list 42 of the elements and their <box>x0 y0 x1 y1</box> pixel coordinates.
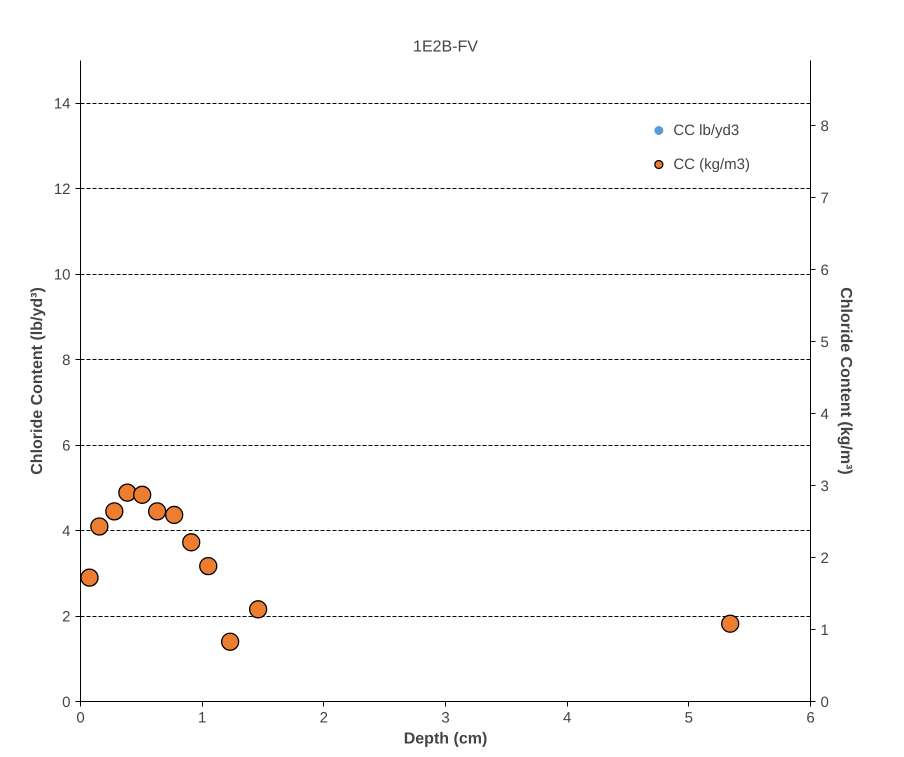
point <box>90 517 109 536</box>
point <box>118 484 136 502</box>
point <box>248 600 268 618</box>
legend-label: CC (kg/m3) <box>673 156 750 172</box>
x-axis-title: Depth (cm) <box>404 730 488 748</box>
x-tick-label: 4 <box>562 710 572 726</box>
point <box>148 502 166 520</box>
y-tick-label: 0 <box>62 694 70 711</box>
y-tick-label: 2 <box>62 608 70 626</box>
y-tick-label: 4 <box>62 523 70 540</box>
y2-tick-label: 5 <box>820 334 829 351</box>
y2-tick-label: 4 <box>820 406 829 423</box>
y2-tick-label: 6 <box>820 262 829 279</box>
chart-title: 1E2B-FV <box>413 38 478 56</box>
point <box>221 632 240 651</box>
y2-tick-label: 3 <box>820 478 829 495</box>
y2-tick-label: 0 <box>820 694 829 711</box>
y2-tick-label: 2 <box>820 550 829 567</box>
y-tick-label: 14 <box>54 96 71 113</box>
point <box>182 533 200 552</box>
x-tick-label: 5 <box>684 710 694 726</box>
y-tick-label: 10 <box>54 266 71 284</box>
point <box>721 614 740 633</box>
y-axis-title: Chloride Content (lb/yd³) <box>28 287 46 475</box>
x-tick-label: 0 <box>76 710 85 726</box>
y-tick-label: 12 <box>54 181 71 198</box>
y2-tick-label: 1 <box>820 622 829 639</box>
y-tick-label: 8 <box>62 352 70 370</box>
point <box>133 486 152 504</box>
point <box>199 556 218 576</box>
y2-tick-label: 7 <box>820 190 829 207</box>
y2-tick-label: 8 <box>820 118 829 135</box>
y-tick-label: 6 <box>62 438 70 455</box>
point <box>105 502 124 520</box>
legend-label: CC lb/yd3 <box>673 122 740 138</box>
x-tick-label: 3 <box>441 710 450 726</box>
y2-axis-title: Chloride Content (kg/m³) <box>836 287 854 475</box>
point <box>165 506 184 524</box>
x-tick-label: 1 <box>198 710 206 726</box>
point <box>80 568 99 587</box>
x-tick-label: 2 <box>320 710 328 726</box>
x-tick-label: 6 <box>806 710 815 726</box>
